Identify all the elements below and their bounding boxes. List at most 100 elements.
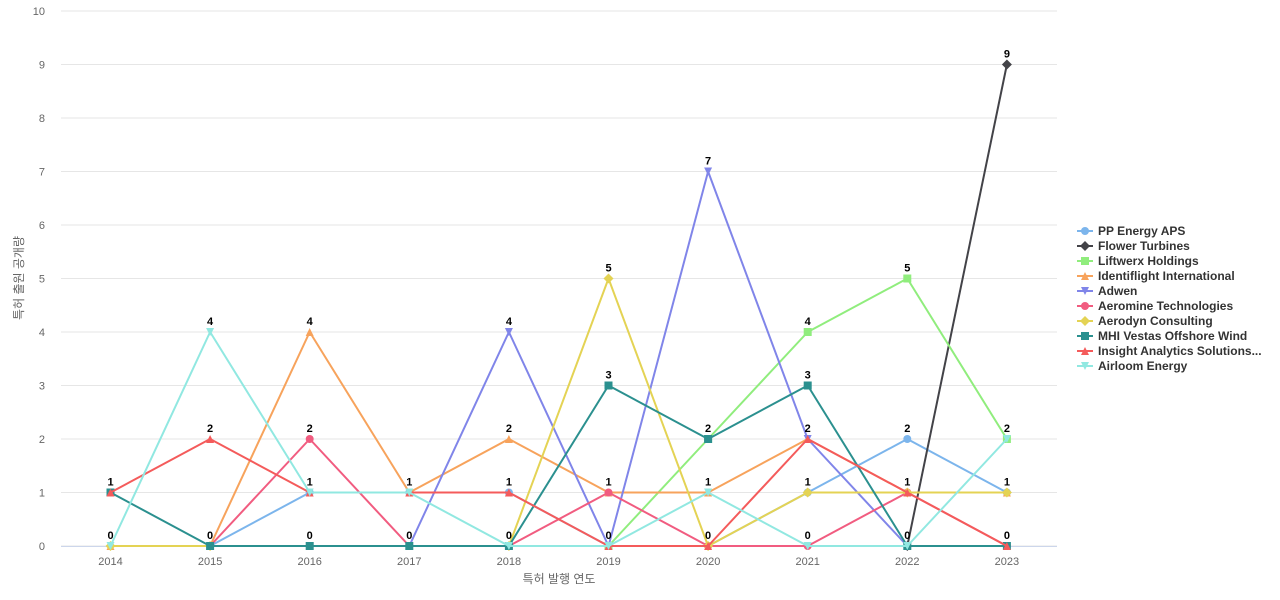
y-tick-label: 5 <box>39 274 45 286</box>
data-point-mhi-vestas-offshore-wind[interactable] <box>305 542 314 550</box>
data-point-insight-analytics-solutions[interactable] <box>206 435 215 443</box>
series-lines <box>105 59 1012 551</box>
legend-item-identiflight-international[interactable]: Identiflight International <box>1077 269 1235 283</box>
legend-label: Insight Analytics Solutions... <box>1098 344 1262 358</box>
data-label: 1 <box>705 477 711 489</box>
data-point-airloom-energy[interactable] <box>106 542 115 550</box>
series-line-aerodyn-consulting[interactable] <box>110 277 1007 547</box>
legend-item-adwen[interactable]: Adwen <box>1077 284 1137 298</box>
data-point-aeromine-technologies[interactable] <box>604 488 613 497</box>
x-tick-label: 2023 <box>995 556 1019 568</box>
data-point-insight-analytics-solutions[interactable] <box>504 488 513 497</box>
legend-label: Aeromine Technologies <box>1098 299 1233 313</box>
data-point-insight-analytics-solutions[interactable] <box>106 488 115 497</box>
data-point-aerodyn-consulting[interactable] <box>603 273 614 284</box>
legend-label: Adwen <box>1098 284 1137 298</box>
legend-item-mhi-vestas-offshore-wind[interactable]: MHI Vestas Offshore Wind <box>1077 329 1247 343</box>
data-label: 5 <box>605 263 611 275</box>
legend-symbol[interactable] <box>1081 347 1089 355</box>
series-airloom-energy <box>106 328 1011 550</box>
legend-item-liftwerx-holdings[interactable]: Liftwerx Holdings <box>1077 254 1199 268</box>
series-line-flower-turbines[interactable] <box>906 64 1008 547</box>
data-label: 1 <box>406 477 412 489</box>
data-point-aeromine-technologies[interactable] <box>305 435 314 443</box>
series-flower-turbines <box>902 59 1012 551</box>
legend-symbol[interactable] <box>1081 362 1089 370</box>
data-point-mhi-vestas-offshore-wind[interactable] <box>405 542 414 550</box>
legend-label: Aerodyn Consulting <box>1098 314 1213 328</box>
data-label: 0 <box>107 530 113 542</box>
legend-symbol[interactable] <box>1081 287 1089 295</box>
legend-symbol[interactable] <box>1080 241 1090 251</box>
data-label: 3 <box>605 370 611 382</box>
series-mhi-vestas-offshore-wind <box>106 381 1011 550</box>
series-line-airloom-energy[interactable] <box>109 331 1008 547</box>
legend-symbol[interactable] <box>1081 272 1089 280</box>
series-line-adwen[interactable] <box>408 170 909 547</box>
data-point-insight-analytics-solutions[interactable] <box>803 435 812 443</box>
legend-item-aerodyn-consulting[interactable]: Aerodyn Consulting <box>1077 314 1213 328</box>
data-point-airloom-energy[interactable] <box>405 488 414 497</box>
data-point-mhi-vestas-offshore-wind[interactable] <box>803 381 812 390</box>
data-point-identiflight-international[interactable] <box>305 328 314 336</box>
data-label: 1 <box>605 477 611 489</box>
data-label: 3 <box>805 370 811 382</box>
y-tick-label: 1 <box>39 488 45 500</box>
legend-symbol[interactable] <box>1080 316 1090 326</box>
legend-item-aeromine-technologies[interactable]: Aeromine Technologies <box>1077 299 1233 313</box>
data-label: 2 <box>307 423 313 435</box>
legend-symbol[interactable] <box>1081 227 1089 235</box>
data-point-airloom-energy[interactable] <box>803 542 812 550</box>
data-point-identiflight-international[interactable] <box>504 435 513 443</box>
legend-symbol[interactable] <box>1081 302 1089 310</box>
data-point-airloom-energy[interactable] <box>1002 435 1011 443</box>
data-point-mhi-vestas-offshore-wind[interactable] <box>704 435 713 443</box>
data-label: 4 <box>805 316 812 328</box>
y-tick-label: 9 <box>39 60 45 72</box>
data-point-mhi-vestas-offshore-wind[interactable] <box>206 542 215 550</box>
data-label: 2 <box>705 423 711 435</box>
y-tick-label: 4 <box>39 327 45 339</box>
legend-item-flower-turbines[interactable]: Flower Turbines <box>1077 239 1190 253</box>
data-point-insight-analytics-solutions[interactable] <box>903 488 912 497</box>
data-point-airloom-energy[interactable] <box>305 488 314 497</box>
data-point-adwen[interactable] <box>704 167 713 176</box>
legend-item-airloom-energy[interactable]: Airloom Energy <box>1077 359 1188 373</box>
data-labels: 0 1 0 2 4 1 4 2 0 1 0 1 2 4 0 0 1 5 3 0 2 1 7 1 4 2 0 3 2 0 5 1 1 9 2 0 <box>107 49 1010 543</box>
data-point-mhi-vestas-offshore-wind[interactable] <box>604 381 613 390</box>
y-axis-title: 특허 출원 공개량 <box>12 236 26 320</box>
x-tick-label: 2017 <box>397 556 421 568</box>
data-point-liftwerx-holdings[interactable] <box>803 328 812 336</box>
data-point-airloom-energy[interactable] <box>504 542 513 550</box>
data-point-insight-analytics-solutions[interactable] <box>704 542 713 550</box>
legend-label: Liftwerx Holdings <box>1098 254 1199 268</box>
data-point-adwen[interactable] <box>504 328 513 336</box>
data-label: 0 <box>506 530 512 542</box>
legend-label: Airloom Energy <box>1098 359 1188 373</box>
legend-label: Flower Turbines <box>1098 239 1190 253</box>
data-point-aerodyn-consulting[interactable] <box>802 487 813 498</box>
data-point-aerodyn-consulting[interactable] <box>1001 487 1012 498</box>
data-point-flower-turbines[interactable] <box>1001 59 1012 70</box>
data-point-airloom-energy[interactable] <box>604 542 613 550</box>
x-tick-label: 2021 <box>795 556 819 568</box>
y-tick-label: 7 <box>39 167 45 179</box>
data-point-liftwerx-holdings[interactable] <box>903 274 912 283</box>
data-point-airloom-energy[interactable] <box>206 328 215 336</box>
series-line-insight-analytics-solutions[interactable] <box>110 438 1008 547</box>
legend-item-insight-analytics-solutions[interactable]: Insight Analytics Solutions... <box>1077 344 1262 358</box>
x-tick-label: 2022 <box>895 556 919 568</box>
data-point-airloom-energy[interactable] <box>704 488 713 497</box>
x-axis-ticks: 2014 2015 2016 2017 2018 2019 2020 2021 2022 2023 <box>98 556 1019 568</box>
data-point-pp-energy-aps[interactable] <box>903 435 912 443</box>
data-point-airloom-energy[interactable] <box>903 542 912 550</box>
data-point-insight-analytics-solutions[interactable] <box>1002 542 1011 550</box>
legend-symbol[interactable] <box>1081 257 1089 265</box>
legend-symbol[interactable] <box>1081 332 1089 340</box>
data-label: 1 <box>506 477 512 489</box>
x-tick-label: 2014 <box>98 556 122 568</box>
y-tick-label: 0 <box>39 541 45 553</box>
legend-item-pp-energy-aps[interactable]: PP Energy APS <box>1077 224 1185 238</box>
